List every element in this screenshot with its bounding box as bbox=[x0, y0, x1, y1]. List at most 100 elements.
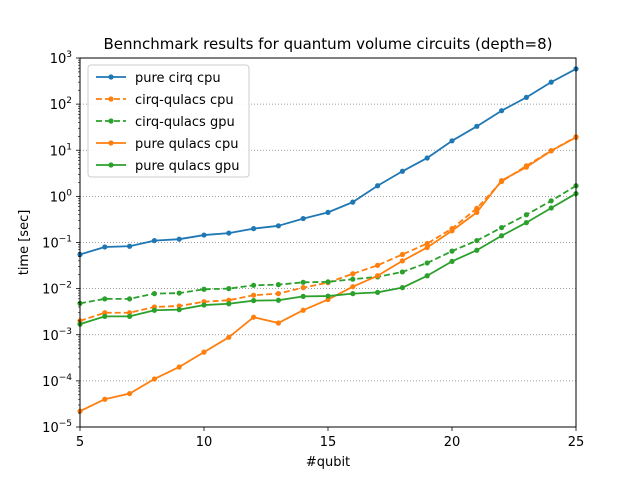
data-point bbox=[399, 168, 405, 174]
data-point bbox=[350, 271, 356, 277]
y-tick-label-base: 10 bbox=[50, 190, 67, 205]
data-point bbox=[424, 260, 430, 266]
y-tick-label: 10−1 bbox=[42, 235, 72, 252]
data-point bbox=[350, 199, 356, 205]
legend-marker bbox=[108, 74, 114, 80]
data-point bbox=[523, 220, 530, 226]
data-point bbox=[176, 303, 182, 309]
data-point bbox=[300, 279, 306, 285]
data-point bbox=[275, 291, 281, 297]
y-tick-label-exponent: 3 bbox=[66, 50, 72, 60]
x-tick-label: 25 bbox=[568, 435, 585, 450]
y-tick-label: 10−2 bbox=[42, 281, 72, 298]
data-point bbox=[151, 291, 157, 297]
series-pure-cirq-cpu bbox=[77, 66, 579, 258]
data-point bbox=[251, 314, 257, 320]
data-point bbox=[151, 237, 157, 244]
data-point bbox=[523, 94, 530, 100]
data-point bbox=[176, 236, 182, 242]
data-point bbox=[300, 307, 306, 313]
series-line bbox=[79, 184, 577, 305]
x-axis-label: #qubit bbox=[306, 455, 350, 470]
chart-title: Bennchmark results for quantum volume ci… bbox=[103, 35, 552, 53]
data-point bbox=[275, 282, 281, 288]
x-tick-label: 10 bbox=[196, 435, 213, 450]
x-tick-label: 20 bbox=[444, 435, 461, 450]
y-tick-label-exponent: 0 bbox=[66, 188, 72, 198]
legend-item: cirq-qulacs gpu bbox=[96, 115, 235, 130]
data-point bbox=[275, 320, 281, 326]
y-tick-label-base: 10 bbox=[42, 283, 59, 298]
data-point bbox=[350, 284, 356, 290]
data-point bbox=[127, 390, 133, 397]
data-point bbox=[251, 226, 257, 232]
data-point bbox=[251, 282, 257, 288]
y-tick-label: 101 bbox=[50, 142, 72, 159]
data-point bbox=[201, 302, 207, 308]
data-point bbox=[325, 279, 331, 285]
data-point bbox=[474, 237, 480, 244]
y-tick-label-exponent: −5 bbox=[59, 419, 72, 429]
data-point bbox=[102, 244, 108, 250]
data-point bbox=[300, 285, 306, 291]
data-point bbox=[399, 251, 405, 258]
legend-marker bbox=[108, 96, 114, 102]
data-point bbox=[226, 286, 232, 292]
data-point bbox=[523, 212, 530, 218]
data-point bbox=[127, 310, 133, 316]
y-tick-label-exponent: −3 bbox=[59, 327, 72, 337]
legend-marker bbox=[108, 118, 114, 124]
data-point bbox=[201, 232, 207, 238]
data-point bbox=[300, 293, 306, 299]
data-point bbox=[275, 297, 281, 303]
legend-label: pure qulacs gpu bbox=[135, 159, 240, 174]
data-point bbox=[474, 209, 480, 215]
data-point bbox=[375, 273, 381, 279]
data-point bbox=[424, 244, 430, 251]
data-point bbox=[102, 396, 108, 402]
y-tick-label: 100 bbox=[50, 188, 73, 205]
data-point bbox=[102, 296, 108, 302]
data-point bbox=[499, 233, 505, 239]
data-point bbox=[523, 164, 530, 170]
data-point bbox=[375, 183, 381, 189]
data-point bbox=[325, 209, 331, 215]
data-point bbox=[449, 258, 455, 264]
data-point bbox=[251, 292, 257, 298]
series-cirq-qulacs-gpu bbox=[77, 183, 579, 306]
legend-label: pure cirq cpu bbox=[135, 71, 221, 86]
legend: pure cirq cpu cirq-qulacs cpu cirq-qulacs … bbox=[87, 64, 250, 178]
x-tick-label: 15 bbox=[320, 435, 337, 450]
y-tick-label-base: 10 bbox=[42, 375, 59, 390]
data-point bbox=[127, 296, 133, 302]
legend-item: pure qulacs cpu bbox=[96, 137, 238, 152]
legend-label: pure qulacs cpu bbox=[135, 137, 238, 152]
data-point bbox=[499, 225, 505, 231]
legend-item: pure cirq cpu bbox=[96, 71, 221, 86]
y-tick-label-exponent: −2 bbox=[59, 281, 72, 291]
data-point bbox=[176, 290, 182, 296]
y-tick-label-base: 10 bbox=[42, 421, 59, 436]
data-point bbox=[300, 215, 306, 222]
y-tick-label-base: 10 bbox=[50, 52, 67, 67]
data-point bbox=[548, 198, 554, 204]
legend-label: cirq-qulacs gpu bbox=[135, 115, 235, 130]
data-point bbox=[226, 230, 232, 236]
data-point bbox=[449, 138, 455, 144]
data-point bbox=[474, 123, 480, 129]
data-point bbox=[449, 248, 455, 254]
y-tick-label: 10−5 bbox=[42, 419, 72, 436]
data-point bbox=[176, 307, 182, 313]
y-tick-label: 10−4 bbox=[42, 373, 72, 390]
y-tick-label-base: 10 bbox=[50, 144, 67, 159]
data-point bbox=[350, 291, 356, 297]
data-point bbox=[548, 79, 554, 85]
legend-label: cirq-qulacs cpu bbox=[135, 93, 234, 108]
data-point bbox=[201, 286, 207, 292]
data-point bbox=[399, 285, 405, 291]
series-lines bbox=[77, 66, 579, 414]
y-tick-label-exponent: −1 bbox=[59, 235, 72, 245]
data-point bbox=[127, 313, 133, 319]
